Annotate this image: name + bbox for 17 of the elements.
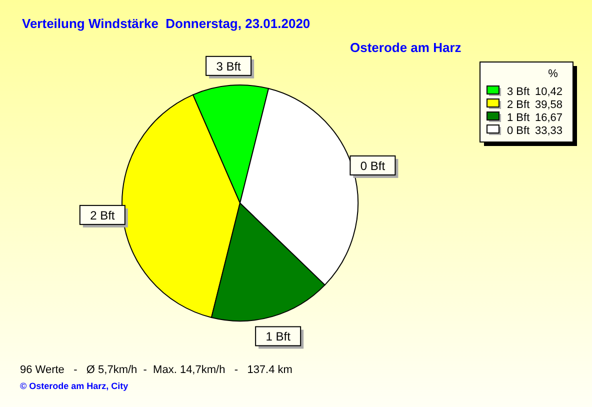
slice-label: 3 Bft [216,59,242,74]
chart-title: Verteilung Windstärke Donnerstag, 23.01.2020 [22,16,310,31]
chart-subtitle: Osterode am Harz [350,40,462,55]
legend-label: 1 Bft [507,112,530,124]
legend-label: 0 Bft [507,125,530,137]
slice-label: 0 Bft [360,158,386,173]
data-label: 10,42 [535,86,563,98]
text: © Osterode am Harz, City [20,381,128,391]
slice-label: 1 Bft [266,330,292,344]
data-label: 16,67 [535,112,563,124]
legend-label: 3 Bft [507,86,530,98]
text: 96 Werte - Ø 5,7km/h - Max. 14,7km/h - 137.4 km [20,364,292,376]
data-label: 39,58 [535,99,563,111]
legend-title: % [548,68,558,80]
legend-label: 2 Bft [507,99,530,111]
data-label: 33,33 [535,125,563,137]
slice-label: 2 Bft [90,208,116,222]
